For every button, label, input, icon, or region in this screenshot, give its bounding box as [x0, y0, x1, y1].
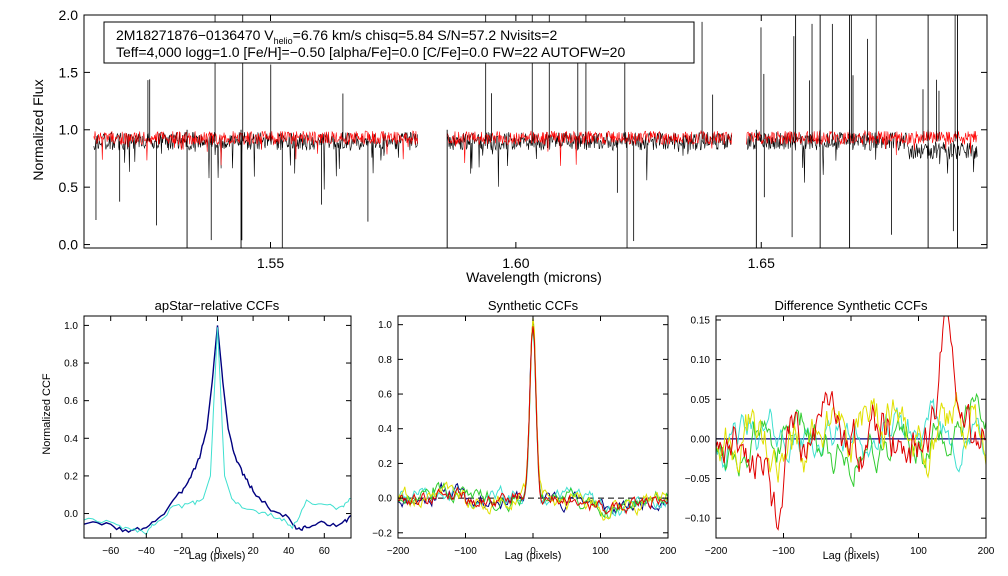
y-tick-label: 0.0: [59, 236, 79, 252]
y-tick-label: 0.8: [378, 355, 392, 366]
x-tick-label: −100: [772, 546, 795, 557]
x-tick-label: −60: [102, 546, 119, 557]
x-tick-label: 100: [910, 546, 927, 557]
difference-ccf-ticks: −200 −100 0 100 200 −0.10 −0.05 0.00 0.05 0.10 0.1…: [685, 315, 995, 557]
x-tick-label: 20: [248, 546, 260, 557]
synthetic-ccf-axes-frame: [397, 315, 669, 539]
x-tick-label: 200: [660, 546, 677, 557]
y-tick-label: 0.6: [378, 390, 392, 401]
x-tick-label: 1.55: [257, 255, 284, 271]
y-tick-label: 0.10: [691, 355, 711, 366]
x-tick-label: −100: [454, 546, 477, 557]
x-tick-label: 100: [592, 546, 609, 557]
x-tick-label: 60: [319, 546, 331, 557]
observed-spectrum-line: [746, 131, 978, 183]
cyan-ccf-line: [83, 327, 351, 536]
x-tick-label: −200: [387, 546, 410, 557]
apstar-ccf-x-label: Lag (pixels): [189, 550, 246, 562]
yellow-difference-line: [715, 392, 987, 483]
model-spectrum-line: [746, 129, 978, 156]
y-tick-label: 0.2: [64, 471, 78, 482]
y-tick-label: 1.0: [59, 122, 79, 138]
spectrum-panel: 1.55 1.60 1.65 0.0 0.5 1.0 1.5 2.0 2M18271876−0…: [30, 7, 988, 285]
x-tick-label: 1.60: [502, 255, 529, 271]
x-tick-label: 0: [215, 546, 221, 557]
x-tick-label: 1.65: [748, 255, 775, 271]
apstar-ccf-axes-frame: [83, 315, 352, 539]
y-tick-label: 0.5: [59, 179, 79, 195]
y-tick-label: −0.2: [372, 528, 392, 539]
difference-ccf-axes-frame: [715, 315, 987, 539]
synthetic-ccf-ticks: −200 −100 0 100 200 −0.2 0.0 0.2 0.4 0.6 0.8 1.0: [372, 316, 677, 557]
x-tick-label: 40: [283, 546, 295, 557]
spectrum-ticks: 1.55 1.60 1.65 0.0 0.5 1.0 1.5 2.0: [59, 7, 987, 271]
x-tick-label: 200: [978, 546, 995, 557]
red-synthetic-ccf-line: [397, 326, 669, 515]
spectrum-x-label: Wavelength (microns): [466, 269, 602, 285]
x-tick-label: −200: [705, 546, 728, 557]
y-tick-label: 1.0: [378, 320, 392, 331]
y-tick-label: 0.0: [64, 509, 78, 520]
y-tick-label: 0.6: [64, 396, 78, 407]
spectrum-info-line2: Teff=4,000 logg=1.0 [Fe/H]=−0.50 [alpha/…: [116, 44, 625, 60]
x-tick-label: −40: [138, 546, 155, 557]
y-tick-label: −0.10: [685, 514, 711, 525]
apstar-ccf-title: apStar−relative CCFs: [155, 298, 280, 313]
synthetic-ccf-title: Synthetic CCFs: [488, 298, 579, 313]
y-tick-label: 1.0: [64, 321, 78, 332]
difference-ccf-x-label: Lag (pixels): [823, 550, 880, 562]
apstar-ccf-plot-area: [83, 325, 352, 536]
y-tick-label: 0.00: [691, 434, 711, 445]
y-tick-label: 1.5: [59, 64, 79, 80]
y-tick-label: 2.0: [59, 7, 79, 23]
apstar-ccf-y-label: Normalized CCF: [41, 373, 53, 455]
y-tick-label: −0.05: [685, 474, 711, 485]
y-tick-label: 0.8: [64, 359, 78, 370]
y-tick-label: 0.05: [691, 395, 711, 406]
x-tick-label: 0: [848, 546, 854, 557]
synthetic-ccf-panel: −200 −100 0 100 200 −0.2 0.0 0.2 0.4 0.6 0.8 1.0 Sy…: [372, 298, 677, 562]
navy-ccf-line: [83, 325, 352, 533]
y-tick-label: 0.15: [691, 315, 711, 326]
apstar-ccf-panel: −60 −40 −20 0 20 40 60 0.0 0.2 0.4 0.6 0.8 1.0 apSta…: [41, 298, 352, 562]
spectrum-info-line1: 2M18271876−0136470 Vhelio=6.76 km/s chis…: [116, 27, 557, 46]
model-spectrum-line: [446, 129, 733, 166]
spectrum-info-box: [103, 21, 695, 64]
cyan-synthetic-ccf-line: [397, 330, 669, 517]
synthetic-ccf-x-label: Lag (pixels): [505, 550, 562, 562]
spectrum-axes-frame: [83, 14, 988, 249]
spectrum-y-label: Normalized Flux: [30, 79, 46, 180]
green-synthetic-ccf-line: [397, 324, 669, 520]
difference-ccf-panel: −200 −100 0 100 200 −0.10 −0.05 0.00 0.05 0.10 0.1…: [685, 298, 995, 562]
apstar-ccf-ticks: −60 −40 −20 0 20 40 60 0.0 0.2 0.4 0.6 0.8 1.0: [64, 316, 351, 557]
red-difference-line: [715, 315, 987, 531]
y-tick-label: 0.2: [378, 459, 392, 470]
x-tick-label: −20: [173, 546, 190, 557]
difference-ccf-plot-area: [715, 315, 987, 531]
synthetic-ccf-plot-area: [397, 317, 669, 521]
y-tick-label: 0.4: [64, 434, 78, 445]
x-tick-label: 0: [530, 546, 536, 557]
observed-spectrum-line: [446, 131, 733, 187]
y-tick-label: 0.4: [378, 424, 392, 435]
y-tick-label: 0.0: [378, 494, 392, 505]
difference-ccf-title: Difference Synthetic CCFs: [775, 298, 928, 313]
